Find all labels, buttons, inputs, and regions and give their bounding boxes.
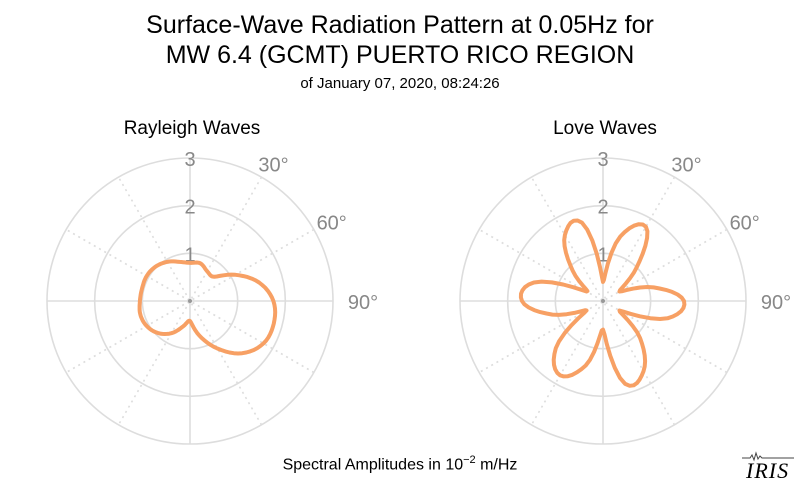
love-radial-tick-label: 3: [597, 149, 608, 171]
love-amplitude-curve: [518, 218, 687, 388]
love-radial-tick-label: 1: [597, 244, 608, 266]
rayleigh-angle-label: 90°: [348, 292, 378, 314]
love-angle-label: 30°: [671, 154, 701, 176]
love-ring: [459, 157, 747, 445]
rayleigh-angle-label: 30°: [258, 154, 288, 176]
footer-units: Spectral Amplitudes in 10−2 m/Hz: [0, 454, 800, 474]
rayleigh-radial-tick-label: 3: [184, 149, 195, 171]
rayleigh-radial-tick-label: 2: [184, 197, 195, 219]
footer-prefix: Spectral Amplitudes in 10: [282, 456, 464, 474]
rayleigh-ring: [93, 204, 287, 398]
chart-subtitle: of January 07, 2020, 08:24:26: [300, 75, 500, 92]
rayleigh-radial-tick-label: 1: [184, 244, 195, 266]
chart-title-line-1: Surface-Wave Radiation Pattern at 0.05Hz…: [146, 11, 654, 39]
love-angle-label: 60°: [730, 213, 760, 235]
footer-unit: m/Hz: [475, 456, 518, 474]
love-angle-label: 90°: [761, 292, 791, 314]
love-ring: [506, 204, 700, 398]
logo-text: IRIS: [746, 458, 790, 483]
love-ring: [554, 252, 652, 350]
iris-logo: IRIS: [742, 450, 794, 486]
love-center-dot: [601, 299, 605, 303]
rayleigh-center-dot: [188, 299, 192, 303]
rayleigh-ring: [46, 157, 334, 445]
seismogram-icon: [742, 451, 794, 462]
rayleigh-amplitude-curve: [137, 259, 278, 356]
footer-exponent: −2: [463, 454, 476, 466]
love-plot-title: Love Waves: [553, 118, 657, 139]
rayleigh-angle-label: 60°: [317, 213, 347, 235]
rayleigh-plot-title: Rayleigh Waves: [123, 118, 261, 139]
chart-title-line-2: MW 6.4 (GCMT) PUERTO RICO REGION: [165, 41, 635, 69]
rayleigh-ring: [141, 252, 239, 350]
love-radial-tick-label: 2: [597, 197, 608, 219]
